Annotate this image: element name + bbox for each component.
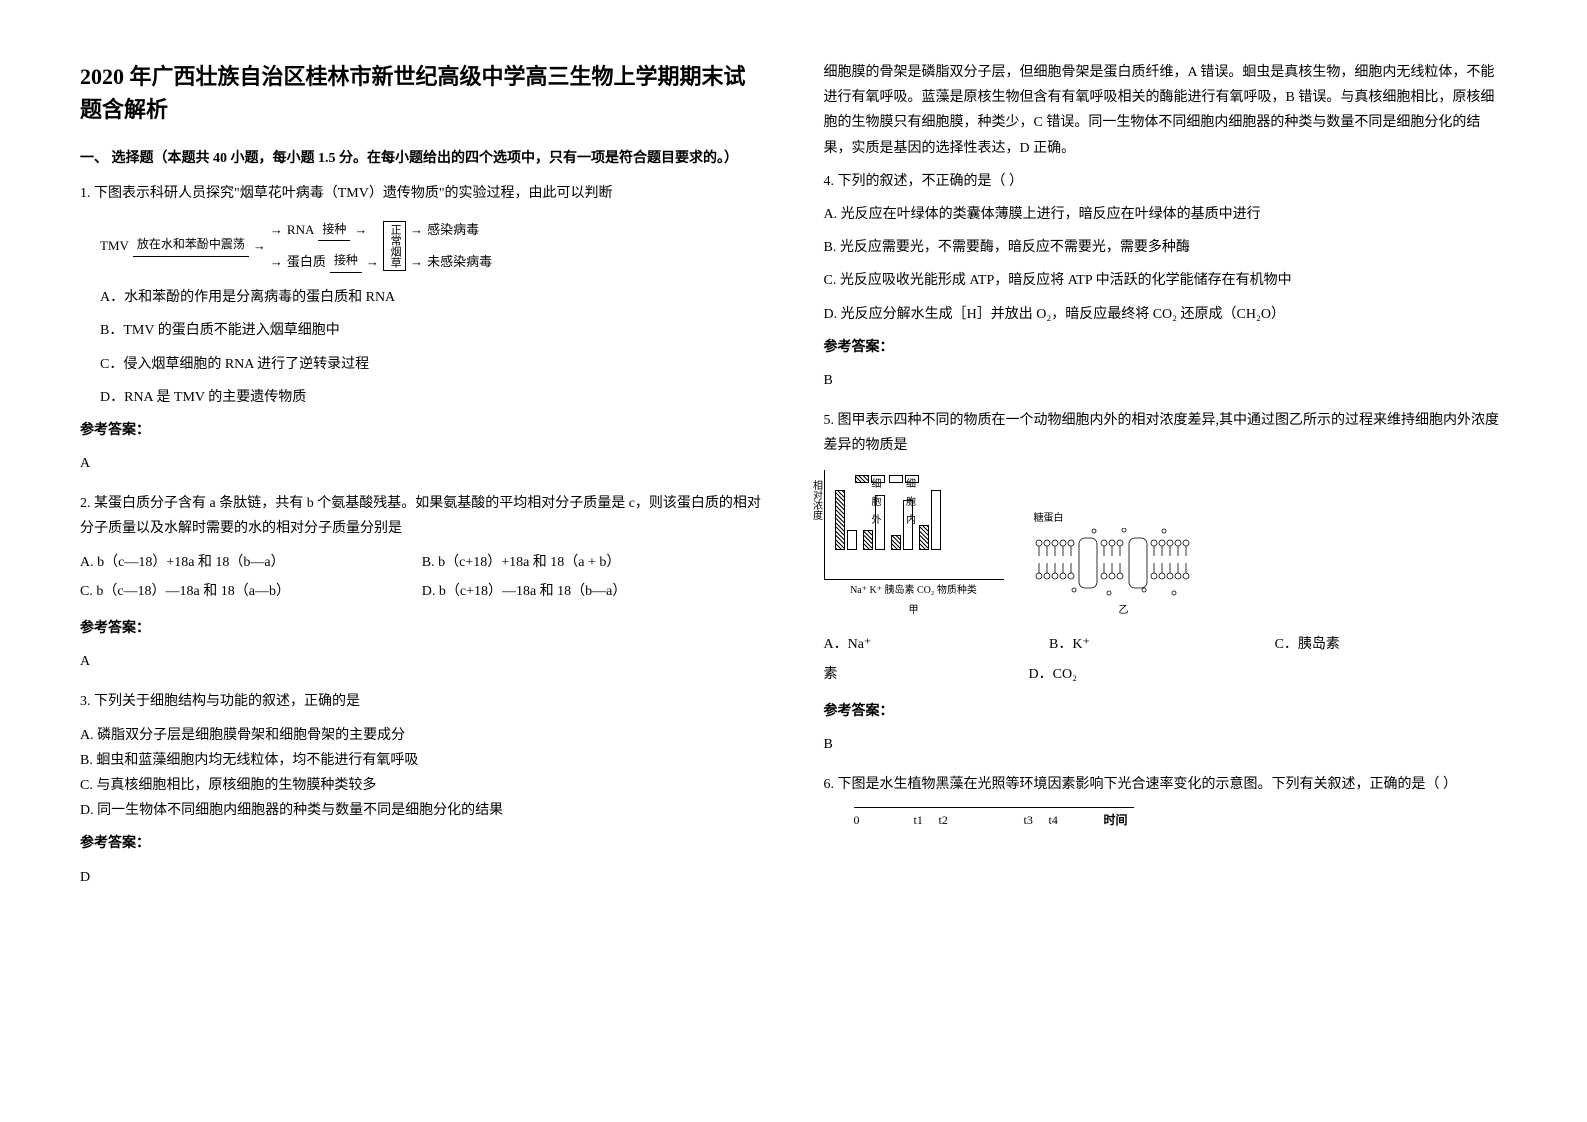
q2-optB: B. b（c+18）+18a 和 18（a + b） [422, 550, 764, 575]
q5-optC: C．胰岛素 [1275, 632, 1501, 657]
q5-optD: D．CO₂ [1029, 662, 1371, 687]
membrane-svg [1034, 528, 1214, 598]
q1-optB: B．TMV 的蛋白质不能进入烟草细胞中 [100, 318, 764, 343]
q2-optC: C. b（c—18）—18a 和 18（a—b） [80, 579, 422, 604]
q4-optD: D. 光反应分解水生成［H］并放出 O₂，暗反应最终将 CO₂ 还原成（CH₂O… [824, 302, 1508, 327]
answer-label: 参考答案： [80, 418, 764, 443]
xlabel: Na⁺ K⁺ 胰岛素 CO₂ 物质种类 [824, 582, 1004, 600]
q4-optC: C. 光反应吸收光能形成 ATP，暗反应将 ATP 中活跃的化学能储存在有机物中 [824, 268, 1508, 293]
rna-label: RNA [287, 218, 314, 241]
question-2: 2. 某蛋白质分子含有 a 条肽链，共有 b 个氨基酸残基。如果氨基酸的平均相对… [80, 491, 764, 674]
right-column: 细胞膜的骨架是磷脂双分子层，但细胞骨架是蛋白质纤维，A 错误。蛔虫是真核生物，细… [824, 60, 1508, 1062]
jia-label: 甲 [824, 602, 1004, 620]
q3-optC: C. 与真核细胞相比，原核细胞的生物膜种类较多 [80, 773, 764, 798]
arrow: → [270, 250, 283, 273]
question-4: 4. 下列的叙述，不正确的是（ ） A. 光反应在叶绿体的类囊体薄膜上进行，暗反… [824, 169, 1508, 393]
q5-text: 5. 图甲表示四种不同的物质在一个动物细胞内外的相对浓度差异,其中通过图乙所示的… [824, 408, 1508, 458]
inoculate2: 接种 [330, 250, 362, 273]
q1-optC: C．侵入烟草细胞的 RNA 进行了逆转录过程 [100, 352, 764, 377]
arrow: → [354, 218, 367, 241]
t1: t1 [914, 810, 923, 832]
protein-label: 蛋白质 [287, 250, 326, 273]
answer-label: 参考答案： [80, 616, 764, 641]
q1-text: 1. 下图表示科研人员探究"烟草花叶病毒（TMV）遗传物质"的实验过程，由此可以… [80, 181, 764, 206]
q4-optA: A. 光反应在叶绿体的类囊体薄膜上进行，暗反应在叶绿体的基质中进行 [824, 202, 1508, 227]
q2-text: 2. 某蛋白质分子含有 a 条肽链，共有 b 个氨基酸残基。如果氨基酸的平均相对… [80, 491, 764, 541]
q1-optD: D．RNA 是 TMV 的主要遗传物质 [100, 385, 764, 410]
protein-label: 糖蛋白 [1034, 510, 1214, 528]
arrow: → [410, 218, 423, 241]
arrow: → [270, 218, 283, 241]
q5-optB: B．K⁺ [1049, 632, 1275, 657]
q1-answer: A [80, 451, 764, 476]
answer-label: 参考答案： [80, 831, 764, 856]
page-title: 2020 年广西壮族自治区桂林市新世纪高级中学高三生物上学期期末试题含解析 [80, 60, 764, 126]
result1: 感染病毒 [427, 218, 479, 241]
left-column: 2020 年广西壮族自治区桂林市新世纪高级中学高三生物上学期期末试题含解析 一、… [80, 60, 764, 1062]
section-header: 一、 选择题（本题共 40 小题，每小题 1.5 分。在每小题给出的四个选项中，… [80, 146, 764, 171]
q3-text: 3. 下列关于细胞结构与功能的叙述，正确的是 [80, 689, 764, 714]
q2-optD: D. b（c+18）—18a 和 18（b—a） [422, 579, 764, 604]
t3: t3 [1024, 810, 1033, 832]
q5-answer: B [824, 732, 1508, 757]
t2: t2 [939, 810, 948, 832]
bracket: → [253, 234, 266, 257]
q3-optB: B. 蛔虫和蓝藻细胞内均无线粒体，均不能进行有氧呼吸 [80, 748, 764, 773]
q1-optA: A．水和苯酚的作用是分离病毒的蛋白质和 RNA [100, 285, 764, 310]
ylabel: 相对浓度 [807, 480, 825, 520]
q5-diagram: 相对浓度 细胞外 细胞内 Na⁺ K⁺ 胰岛素 CO₂ 物质种类 甲 [824, 470, 1508, 620]
q3-answer: D [80, 865, 764, 890]
q6-text: 6. 下图是水生植物黑藻在光照等环境因素影响下光合速率变化的示意图。下列有关叙述… [824, 772, 1508, 797]
question-5: 5. 图甲表示四种不同的物质在一个动物细胞内外的相对浓度差异,其中通过图乙所示的… [824, 408, 1508, 757]
q4-optB: B. 光反应需要光，不需要酶，暗反应不需要光，需要多种酶 [824, 235, 1508, 260]
legend-in: 细胞内 [905, 475, 919, 483]
q3-explain: 细胞膜的骨架是磷脂双分子层，但细胞骨架是蛋白质纤维，A 错误。蛔虫是真核生物，细… [824, 60, 1508, 161]
q5-optD-pre: 素 [824, 662, 1029, 687]
q6-timeline: 0 t1 t2 t3 t4 时间 [854, 807, 1134, 827]
arrow: → [366, 250, 379, 273]
question-6: 6. 下图是水生植物黑藻在光照等环境因素影响下光合速率变化的示意图。下列有关叙述… [824, 772, 1508, 827]
inoculate1: 接种 [318, 219, 350, 242]
result2: 未感染病毒 [427, 250, 492, 273]
q4-text: 4. 下列的叙述，不正确的是（ ） [824, 169, 1508, 194]
answer-label: 参考答案： [824, 699, 1508, 724]
q3-optD: D. 同一生物体不同细胞内细胞器的种类与数量不同是细胞分化的结果 [80, 798, 764, 823]
t4: t4 [1049, 810, 1058, 832]
membrane-diagram: 糖蛋白 [1034, 510, 1214, 600]
question-1: 1. 下图表示科研人员探究"烟草花叶病毒（TMV）遗传物质"的实验过程，由此可以… [80, 181, 764, 476]
time-label: 时间 [1104, 810, 1128, 832]
t0: 0 [854, 810, 860, 832]
q2-answer: A [80, 649, 764, 674]
arrow: → [410, 250, 423, 273]
answer-label: 参考答案： [824, 335, 1508, 360]
q2-optA: A. b（c—18）+18a 和 18（b—a） [80, 550, 422, 575]
question-3: 3. 下列关于细胞结构与功能的叙述，正确的是 A. 磷脂双分子层是细胞膜骨架和细… [80, 689, 764, 889]
tmv-label: TMV [100, 234, 129, 257]
bar-chart-jia: 相对浓度 细胞外 细胞内 [824, 470, 1004, 580]
q1-diagram: TMV 放在水和苯酚中震荡 → → RNA 接种 → → 蛋白质 接种 → [100, 218, 764, 273]
legend-out: 细胞外 [871, 475, 885, 483]
tobacco-box: 正常烟草 [383, 221, 406, 271]
q5-optA: A．Na⁺ [824, 632, 1050, 657]
q4-answer: B [824, 368, 1508, 393]
step1-label: 放在水和苯酚中震荡 [133, 234, 249, 257]
chart-legend: 细胞外 细胞内 [855, 470, 922, 488]
q3-optA: A. 磷脂双分子层是细胞膜骨架和细胞骨架的主要成分 [80, 723, 764, 748]
